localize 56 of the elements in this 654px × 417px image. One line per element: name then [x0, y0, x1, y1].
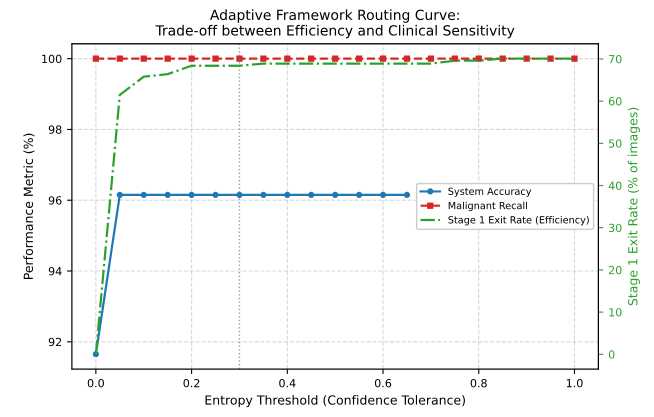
x-axis-title: Entropy Threshold (Confidence Tolerance) — [206, 395, 465, 408]
point — [188, 56, 195, 62]
point — [380, 56, 386, 62]
x-tick-label: 0.2 — [183, 378, 200, 388]
point — [284, 56, 290, 62]
x-tick-label: 0.6 — [374, 378, 392, 388]
y2-tick-label: 70 — [609, 54, 622, 64]
point — [356, 56, 362, 62]
x-tick-label: 0.8 — [470, 378, 487, 388]
x-tick-label: 1.0 — [566, 378, 583, 388]
point — [428, 56, 434, 62]
y2-tick-label: 10 — [609, 308, 622, 316]
y-tick-label: 94 — [48, 266, 62, 276]
y-tick-label: 92 — [48, 338, 62, 346]
point — [92, 56, 99, 62]
point — [356, 192, 362, 198]
point — [188, 192, 195, 198]
y2-tick-label: 60 — [608, 97, 622, 106]
y-axis-title: Performance Metric (%) — [23, 134, 35, 280]
point — [404, 192, 410, 198]
point — [332, 192, 338, 198]
y-tick-label: 100 — [42, 54, 62, 64]
point — [164, 56, 171, 62]
point — [476, 56, 482, 62]
legend-label: System Accuracy — [448, 188, 532, 197]
y2-tick-label: 50 — [608, 139, 622, 148]
point — [164, 192, 171, 198]
point — [212, 192, 219, 198]
y-tick-label: 96 — [48, 196, 62, 205]
point — [116, 56, 123, 62]
point — [236, 192, 243, 198]
legend-label: Malignant Recall — [448, 202, 527, 212]
point — [308, 56, 314, 62]
x-tick-label: 0.0 — [88, 378, 104, 388]
y-tick-label: 98 — [48, 125, 62, 134]
point — [236, 56, 243, 62]
x-tick-label: 0.4 — [279, 378, 296, 388]
point — [332, 56, 338, 62]
y2-axis-title: Stage 1 Exit Rate (% of images) — [628, 108, 640, 306]
chart-title: Adaptive Framework Routing Curve: Trade-off between Efficiency and Clinical Sensitivity — [155, 9, 514, 38]
point — [260, 56, 267, 62]
legend-label: Stage 1 Exit Rate (Efficiency) — [448, 216, 589, 226]
y2-tick-label: 40 — [608, 182, 622, 190]
point — [140, 192, 147, 198]
point — [380, 192, 386, 198]
y2-tick-label: 0 — [608, 350, 614, 359]
y2-tick-label: 30 — [608, 224, 622, 232]
point — [284, 192, 290, 198]
point — [116, 192, 123, 198]
y2-tick-label: 20 — [608, 266, 622, 274]
point — [260, 192, 267, 198]
point — [404, 56, 410, 62]
point — [308, 192, 314, 198]
point — [212, 56, 219, 62]
point — [140, 56, 147, 62]
point — [571, 56, 578, 62]
